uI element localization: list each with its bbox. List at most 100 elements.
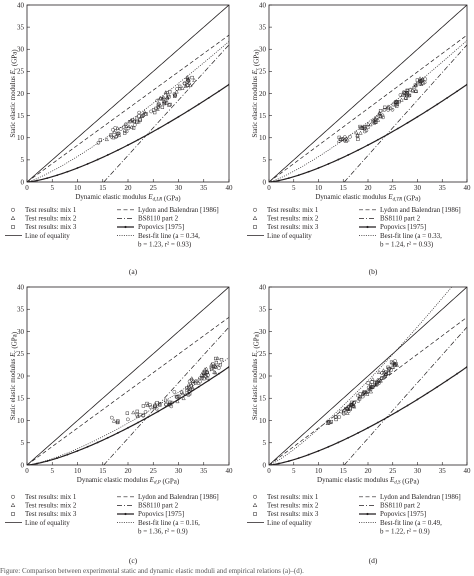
lydon-balendran-line — [269, 316, 467, 465]
mix1-point — [395, 100, 399, 105]
lydon-balendran-line — [27, 34, 229, 182]
legend-symbol — [11, 207, 15, 212]
mix1-point — [137, 114, 141, 118]
x-tick-label: 40 — [464, 467, 472, 475]
popovics-marker — [106, 436, 109, 439]
mix2-point — [155, 107, 160, 111]
bs8110-line — [343, 326, 467, 465]
legend-bs8110: BS8110 part 2 — [380, 215, 421, 223]
x-tick-label: 15 — [99, 467, 107, 475]
popovics-marker — [307, 170, 310, 173]
mix3-point — [175, 395, 179, 399]
mix2-point — [196, 380, 201, 385]
mix3-point — [413, 83, 418, 87]
popovics-marker — [327, 163, 330, 165]
legend-symbol — [253, 494, 257, 499]
popovics-marker — [357, 149, 359, 152]
x-tick-label: 5 — [292, 467, 296, 475]
curves-layer — [27, 5, 229, 182]
mix3-point — [168, 90, 172, 94]
mix3-point — [358, 392, 362, 396]
popovics-marker — [207, 96, 210, 99]
legend-mix1: Test results: mix 1 — [267, 493, 319, 501]
mix3-point — [160, 105, 165, 109]
popovics-marker — [357, 432, 359, 434]
popovics-marker — [416, 398, 419, 401]
y-tick-label: 30 — [17, 46, 25, 54]
mix3-point — [173, 94, 177, 98]
panel-label: (c) — [129, 556, 138, 565]
mix1-point — [182, 81, 187, 86]
legend-mix3: Test results: mix 3 — [25, 223, 77, 231]
legend-bs8110: BS8110 part 2 — [138, 215, 179, 223]
mix2-point — [161, 95, 166, 99]
x-tick-label: 20 — [125, 184, 133, 192]
legend-popovics: Popovics [1975] — [380, 223, 426, 231]
mix1-point — [337, 415, 342, 419]
mix3-point — [168, 400, 172, 404]
legend-lydon: Lydon and Balendran [1986] — [380, 206, 461, 214]
mix2-point — [111, 135, 116, 140]
legend-best-fit: Best-fit line (a = 0.16, — [138, 519, 200, 527]
mix3-point — [405, 89, 410, 93]
mix3-point — [339, 137, 343, 141]
mix1-point — [391, 102, 396, 107]
legend-best-fit-params: b = 1.24, r² = 0.93) — [380, 240, 434, 248]
x-tick-label: 10 — [74, 467, 82, 475]
mix3-point — [405, 88, 409, 92]
x-tick-label: 10 — [315, 467, 323, 475]
mix1-point — [177, 394, 182, 399]
y-tick-label: 40 — [17, 1, 25, 9]
y-tick-label: 25 — [259, 350, 267, 358]
y-tick-label: 20 — [17, 372, 25, 380]
mix1-point — [364, 128, 369, 133]
mix2-point — [373, 382, 378, 387]
x-tick-label: 15 — [99, 184, 107, 192]
x-tick-label: 25 — [389, 184, 397, 192]
legend-mix3: Test results: mix 3 — [25, 510, 77, 518]
curves-layer — [27, 287, 229, 465]
mix3-point — [164, 101, 169, 105]
mix3-point — [154, 106, 158, 111]
x-tick-label: 0 — [267, 467, 271, 475]
x-tick-label: 5 — [51, 184, 55, 192]
lydon-balendran-line — [27, 316, 229, 465]
legend-symbol — [11, 494, 15, 499]
mix3-point — [188, 392, 192, 396]
panel-label: (a) — [129, 267, 138, 276]
mix3-point — [130, 118, 135, 122]
legend-symbol — [253, 225, 257, 229]
y-tick-label: 5 — [21, 156, 25, 164]
mix3-point — [138, 118, 142, 122]
bs8110-line — [103, 44, 229, 182]
chart-panel-c: 0 5 10 15 20 25 30 35 40 0 5 10 15 20 25 30 35 40 Dynamic … — [5, 283, 233, 565]
popovics-marker — [147, 133, 150, 136]
y-tick-label: 15 — [259, 112, 267, 120]
legend-symbol — [10, 502, 16, 507]
mix3-point — [159, 97, 163, 101]
mix3-point — [387, 367, 391, 371]
popovics-marker — [307, 453, 310, 456]
mix3-point — [162, 101, 166, 106]
x-axis-title: Dynamic elastic modulus Ed,P (GPa) — [77, 476, 180, 486]
y-tick-label: 15 — [259, 395, 267, 403]
mix1-point — [403, 91, 407, 95]
legend-symbol — [11, 512, 15, 516]
popovics-marker — [386, 416, 389, 418]
mix3-point — [168, 102, 172, 107]
mix2-point — [358, 130, 363, 135]
y-tick-label: 5 — [263, 156, 267, 164]
mix1-point — [191, 382, 195, 386]
mix2-point — [212, 369, 217, 374]
x-tick-label: 5 — [51, 467, 55, 475]
line-of-equality — [27, 5, 229, 182]
mix1-point — [126, 417, 130, 422]
mix3-point — [168, 402, 172, 407]
x-tick-label: 35 — [439, 467, 447, 475]
mix3-point — [214, 356, 218, 361]
mix3-point — [359, 126, 363, 130]
legend-symbol — [253, 207, 257, 212]
y-tick-label: 35 — [17, 306, 25, 314]
popovics-marker — [367, 426, 369, 429]
